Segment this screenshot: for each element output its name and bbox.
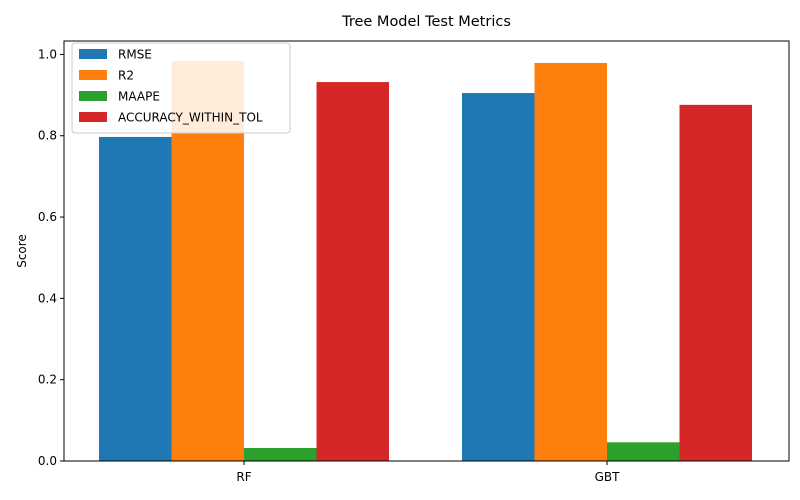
y-axis-label: Score (15, 234, 29, 268)
legend-box (71, 42, 291, 134)
y-tick-label: 0.4 (38, 291, 57, 305)
legend-swatch-maape (79, 91, 107, 101)
y-tick-label: 0.2 (38, 373, 57, 387)
bars-layer (99, 60, 752, 462)
x-axis-ticks: RF GBT (236, 461, 620, 484)
bar-maape-gbt (607, 442, 680, 461)
y-axis-ticks: 0.0 0.2 0.4 0.6 0.8 1.0 (38, 47, 64, 468)
bar-maape-rf (244, 447, 317, 461)
bar-rmse-rf (99, 136, 172, 461)
y-tick-label: 0.8 (38, 129, 57, 143)
legend-swatch-rmse (79, 49, 107, 59)
bar-accuracy-within-tol-gbt (679, 104, 752, 461)
legend-label-rmse: RMSE (118, 48, 152, 62)
y-tick-label: 0.6 (38, 210, 57, 224)
legend: RMSE R2 MAAPE ACCURACY_WITHIN_TOL (71, 42, 291, 134)
legend-label-maape: MAAPE (118, 90, 160, 104)
bar-accuracy-within-tol-rf (316, 82, 389, 462)
legend-swatch-r2 (79, 70, 107, 80)
plot-frame (63, 40, 790, 462)
y-tick-label: 1.0 (38, 47, 57, 61)
chart-title: Tree Model Test Metrics (341, 14, 511, 30)
bar-rmse-gbt (462, 93, 535, 461)
legend-swatch-accuracy-within-tol (79, 112, 107, 122)
x-tick-label-gbt: GBT (595, 470, 621, 484)
y-tick-label: 0.0 (38, 454, 57, 468)
x-tick-label-rf: RF (236, 470, 251, 484)
legend-label-r2: R2 (118, 69, 134, 83)
bar-r2-gbt (534, 62, 607, 461)
legend-label-accuracy-within-tol: ACCURACY_WITHIN_TOL (118, 111, 263, 125)
